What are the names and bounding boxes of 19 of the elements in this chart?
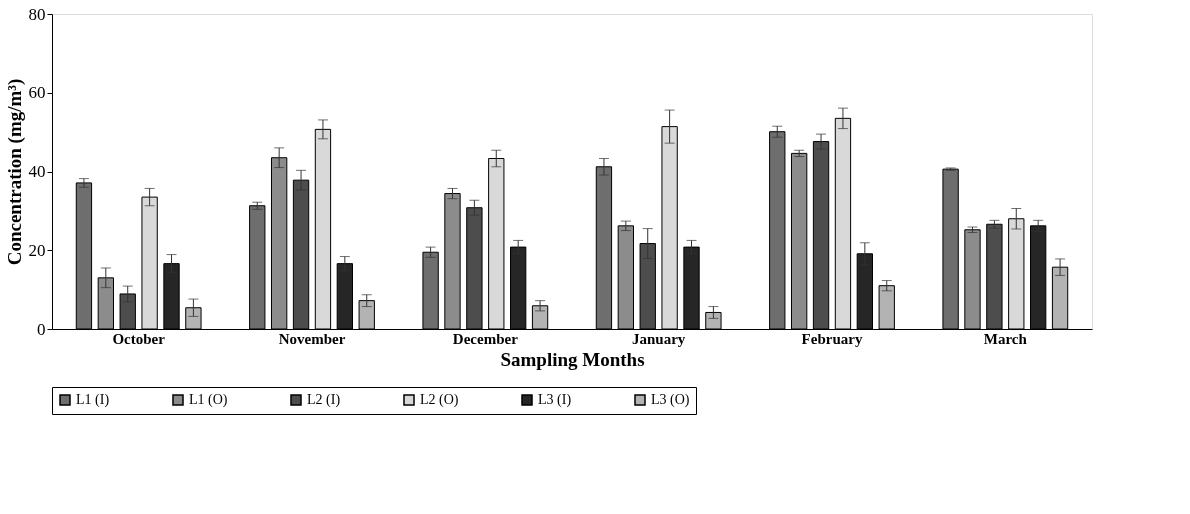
legend-label: L2 (O) (420, 392, 459, 408)
legend-label: L3 (O) (651, 392, 690, 408)
legend-label: L2 (I) (307, 392, 341, 408)
legend-label: L1 (O) (189, 392, 228, 408)
y-tick-label: 40 (28, 162, 46, 181)
y-tick-label: 20 (28, 240, 46, 260)
y-tick-label: 80 (28, 4, 46, 24)
x-tick-label: December (452, 330, 519, 347)
y-axis-title: Concentration (mg/m³) (3, 78, 26, 266)
x-tick-label: February (801, 330, 863, 347)
x-tick-label: March (983, 330, 1028, 347)
x-tick-label: November (278, 330, 346, 347)
y-tick-label: 0 (37, 319, 46, 339)
y-tick-label: 60 (28, 83, 46, 103)
legend-label: L1 (I) (76, 392, 110, 408)
x-tick-label: January (631, 330, 686, 347)
x-axis-title: Sampling Months (500, 348, 645, 370)
x-tick-label: October (112, 330, 166, 347)
legend-label: L3 (I) (538, 392, 572, 408)
